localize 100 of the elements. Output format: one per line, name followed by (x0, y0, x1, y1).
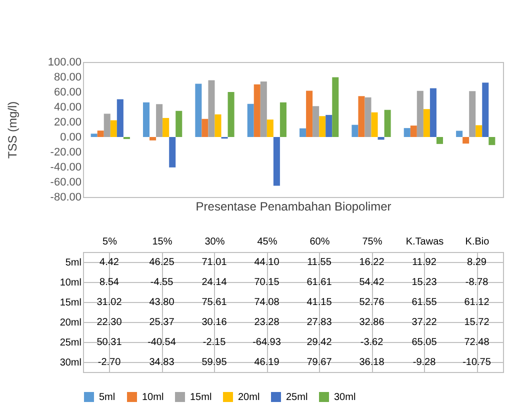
legend-label: 15ml (190, 392, 212, 403)
data-label: -3.62 (360, 337, 384, 348)
bar (260, 81, 267, 137)
data-label: 61.55 (412, 297, 438, 308)
text: 30ml (60, 358, 82, 368)
data-label: -64.93 (252, 337, 282, 348)
data-label: 16.22 (359, 257, 385, 268)
bar (110, 120, 117, 137)
data-label: 25.37 (149, 317, 175, 328)
data-label: 8.29 (467, 257, 487, 268)
text: 5ml (65, 258, 82, 268)
data-label: -9.28 (412, 357, 436, 368)
bar (195, 84, 202, 137)
bar (162, 118, 170, 137)
data-label: 22.30 (96, 317, 122, 328)
y-tick-label: 60.00 (54, 86, 82, 98)
bar (300, 128, 306, 137)
bar (378, 137, 384, 140)
data-label: 79.67 (306, 357, 332, 368)
bar (410, 126, 417, 137)
legend-label: 30ml (334, 392, 356, 403)
bar (384, 110, 391, 137)
data-label: 29.42 (306, 337, 332, 348)
data-label: -2.15 (202, 337, 226, 348)
legend-label: 25ml (286, 392, 308, 403)
bar (254, 84, 260, 137)
x-axis-title: Presentase Penambahan Biopolimer (196, 200, 392, 214)
bar (456, 130, 463, 137)
text: 15ml (60, 298, 82, 308)
bar (326, 114, 332, 137)
data-label: 32.86 (359, 317, 385, 328)
bar (319, 116, 326, 137)
x-tick-label: 30% (204, 236, 225, 248)
data-label: -2.70 (98, 357, 122, 368)
data-label: 59.95 (202, 357, 228, 368)
data-label: 24.14 (202, 277, 228, 288)
bar (90, 134, 98, 137)
data-label: 15.23 (412, 277, 438, 288)
bar (404, 128, 410, 137)
y-tick-label: -20.00 (50, 146, 82, 158)
x-tick-label: 45% (257, 236, 278, 248)
text: 20ml (60, 318, 82, 328)
data-label: -8.78 (465, 277, 489, 288)
text: 10ml (60, 278, 82, 288)
bar (104, 114, 110, 137)
bar (247, 104, 254, 137)
y-axis-title: TSS (mg/l) (6, 101, 20, 159)
bar (280, 102, 286, 137)
legend-label: 10ml (142, 392, 164, 403)
bar (462, 137, 470, 144)
data-label: 50.31 (96, 337, 122, 348)
y-tick-label: 0.00 (60, 132, 82, 144)
y-tick-label: 80.00 (54, 72, 82, 84)
bar (150, 137, 156, 140)
data-label: -4.55 (150, 277, 174, 288)
data-label: 11.92 (412, 257, 437, 268)
bar (469, 91, 476, 137)
bar (176, 110, 182, 137)
legend-label: 5ml (99, 392, 116, 403)
data-label: 52.76 (359, 297, 385, 308)
bar (423, 109, 430, 137)
bar (156, 104, 163, 137)
bar (430, 88, 436, 137)
data-label: -40.54 (148, 337, 176, 348)
bar (214, 114, 222, 137)
bar (202, 118, 208, 137)
y-tick-label: -40.00 (50, 162, 82, 174)
data-label: 43.80 (149, 297, 175, 308)
data-label: 71.01 (202, 257, 228, 268)
bar (169, 137, 176, 168)
legend-label: 20ml (238, 392, 260, 403)
bar (116, 99, 124, 137)
bar (97, 130, 104, 137)
data-label: 44.10 (254, 257, 280, 268)
data-label: 30.16 (202, 317, 228, 328)
bar (476, 125, 482, 137)
y-tick-label: -60.00 (50, 176, 82, 188)
data-label: 75.61 (202, 297, 228, 308)
data-label: 37.22 (412, 317, 438, 328)
data-label: 41.15 (306, 297, 332, 308)
bar (273, 137, 280, 186)
bar (482, 82, 489, 137)
data-label: 36.18 (359, 357, 385, 368)
x-tick-label: 5% (102, 236, 118, 248)
data-label: 11.55 (307, 257, 332, 268)
bar (312, 106, 320, 137)
y-tick-label: 40.00 (54, 102, 82, 114)
data-label: 74.08 (254, 297, 280, 308)
y-tick-label: -80.00 (50, 192, 82, 204)
y-tick-label: 100.00 (48, 56, 82, 68)
data-label: -10.75 (462, 357, 492, 368)
x-tick-label: 60% (310, 236, 330, 248)
x-tick-label: 75% (362, 236, 382, 248)
data-label: 23.28 (254, 317, 280, 328)
bar (306, 90, 313, 137)
bar (488, 137, 496, 146)
data-label: 4.42 (100, 257, 120, 268)
x-tick-label: 15% (152, 236, 172, 248)
bar (371, 112, 378, 137)
x-tick-label: K.Bio (465, 236, 490, 248)
